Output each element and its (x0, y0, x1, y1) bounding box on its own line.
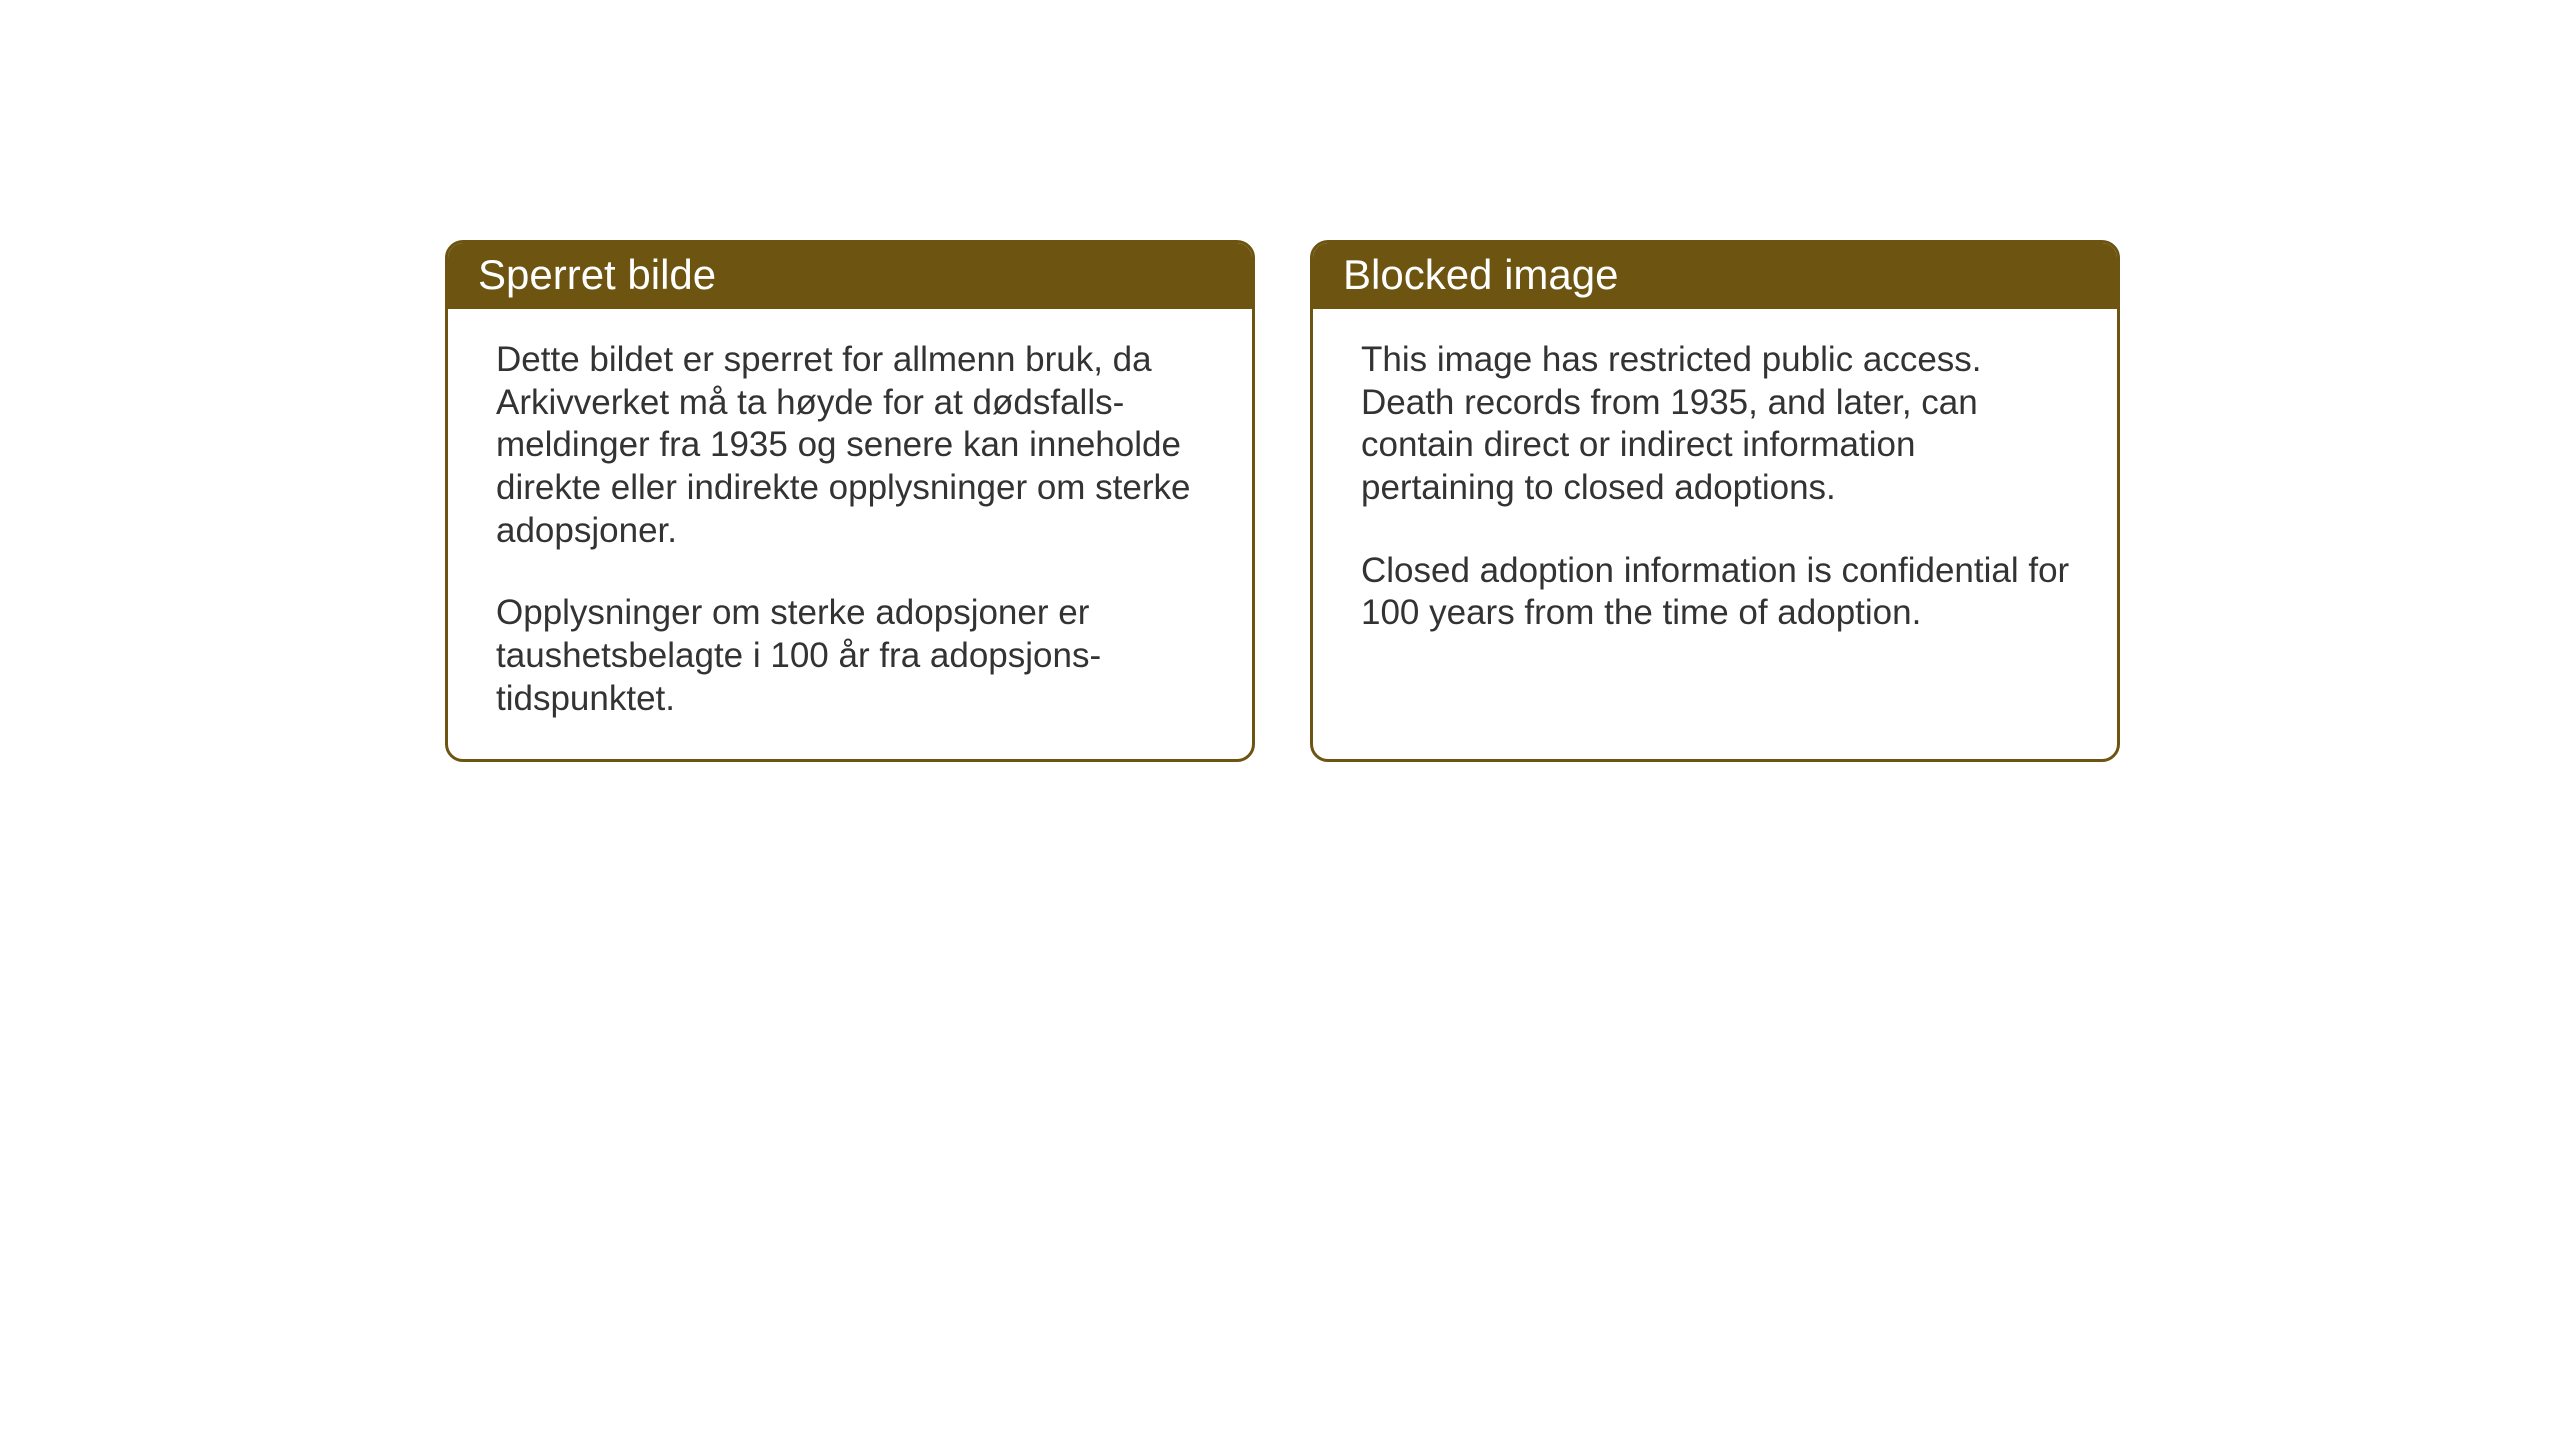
card-body-english: This image has restricted public access.… (1313, 309, 2117, 759)
card-paragraph: Dette bildet er sperret for allmenn bruk… (496, 339, 1207, 552)
card-title-english: Blocked image (1313, 243, 2117, 309)
card-paragraph: This image has restricted public access.… (1361, 339, 2072, 510)
notice-card-english: Blocked image This image has restricted … (1310, 240, 2120, 762)
notice-card-norwegian: Sperret bilde Dette bildet er sperret fo… (445, 240, 1255, 762)
card-paragraph: Closed adoption information is confident… (1361, 550, 2072, 635)
card-body-norwegian: Dette bildet er sperret for allmenn bruk… (448, 309, 1252, 759)
card-paragraph: Opplysninger om sterke adopsjoner er tau… (496, 592, 1207, 720)
card-title-norwegian: Sperret bilde (448, 243, 1252, 309)
notice-cards-container: Sperret bilde Dette bildet er sperret fo… (445, 240, 2120, 762)
